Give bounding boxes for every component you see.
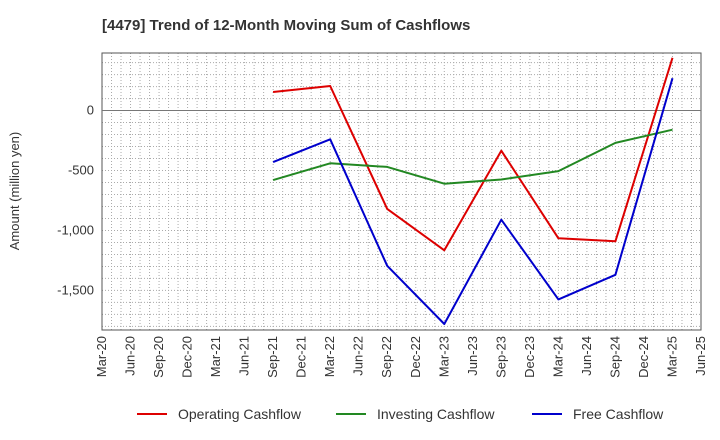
x-tick-label: Dec-22 — [408, 336, 423, 378]
series-line-investing-cashflow — [272, 128, 673, 185]
y-axis-ticks: -1,500 -1,000 -500 0 — [57, 103, 94, 298]
chart-title: [4479] Trend of 12-Month Moving Sum of C… — [102, 17, 470, 34]
y-tick-label: -500 — [68, 163, 94, 178]
legend-label: Investing Cashflow — [377, 406, 495, 422]
legend-label: Operating Cashflow — [178, 406, 302, 422]
grid — [102, 53, 701, 330]
x-tick-label: Jun-25 — [693, 336, 708, 376]
y-axis-label: Amount (million yen) — [7, 132, 22, 251]
x-tick-label: Sep-21 — [265, 336, 280, 378]
x-tick-label: Mar-22 — [322, 336, 337, 377]
series-line-free-cashflow — [272, 77, 674, 325]
x-tick-label: Jun-24 — [579, 336, 594, 376]
x-tick-label: Sep-23 — [493, 336, 508, 378]
x-tick-label: Mar-24 — [550, 336, 565, 377]
y-tick-label: -1,500 — [57, 282, 94, 297]
x-tick-label: Dec-24 — [636, 336, 651, 378]
x-tick-label: Jun-20 — [123, 336, 138, 376]
x-tick-label: Jun-22 — [351, 336, 366, 376]
y-tick-label: 0 — [87, 103, 94, 118]
x-tick-label: Sep-20 — [151, 336, 166, 378]
x-tick-label: Dec-21 — [294, 336, 309, 378]
x-axis-ticks: Mar-20 Jun-20 Sep-20 Dec-20 Mar-21 Jun-21 Sep-… — [94, 336, 708, 378]
legend-label: Free Cashflow — [573, 406, 664, 422]
x-tick-label: Mar-23 — [436, 336, 451, 377]
x-tick-label: Mar-25 — [664, 336, 679, 377]
series-lines — [272, 57, 674, 325]
x-tick-label: Jun-21 — [237, 336, 252, 376]
x-tick-label: Mar-20 — [94, 336, 109, 377]
x-tick-label: Sep-24 — [607, 336, 622, 378]
x-tick-label: Mar-21 — [208, 336, 223, 377]
series-line-operating-cashflow — [272, 57, 674, 252]
x-tick-label: Jun-23 — [465, 336, 480, 376]
x-tick-label: Dec-20 — [180, 336, 195, 378]
legend: Operating Cashflow Investing Cashflow Free… — [137, 406, 664, 422]
x-tick-label: Sep-22 — [379, 336, 394, 378]
y-tick-label: -1,000 — [57, 222, 94, 237]
x-tick-label: Dec-23 — [522, 336, 537, 378]
plot-frame — [101, 52, 702, 331]
